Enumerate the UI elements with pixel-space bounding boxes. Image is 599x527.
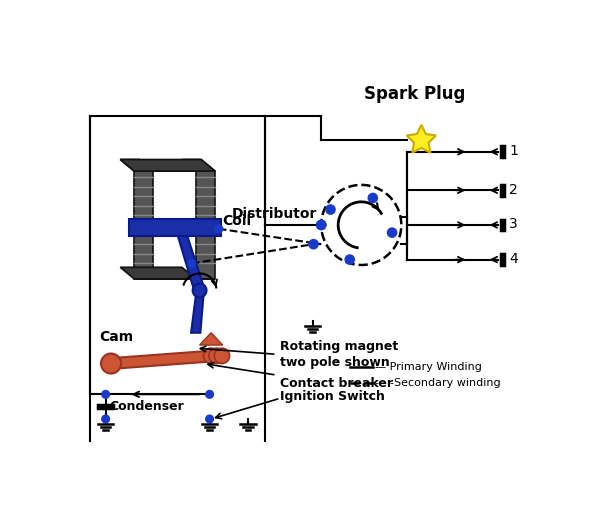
Polygon shape — [407, 125, 436, 153]
Circle shape — [205, 391, 213, 398]
Circle shape — [102, 391, 110, 398]
Polygon shape — [191, 297, 204, 333]
Circle shape — [326, 205, 335, 214]
Polygon shape — [120, 160, 215, 171]
Circle shape — [205, 415, 213, 423]
Circle shape — [102, 415, 110, 423]
Circle shape — [317, 220, 326, 230]
Text: — Primary Winding: — Primary Winding — [375, 363, 482, 373]
Circle shape — [101, 354, 121, 374]
Text: - - -Secondary winding: - - -Secondary winding — [375, 378, 501, 388]
Text: 2: 2 — [509, 182, 518, 197]
Polygon shape — [196, 171, 215, 279]
Text: Spark Plug: Spark Plug — [364, 85, 466, 103]
Text: Condenser: Condenser — [110, 400, 184, 413]
Circle shape — [317, 220, 326, 230]
Polygon shape — [176, 229, 205, 290]
Text: Contact breaker: Contact breaker — [280, 377, 394, 389]
Text: Cam: Cam — [99, 329, 134, 344]
Text: Distributor: Distributor — [232, 207, 317, 221]
Polygon shape — [111, 350, 215, 369]
Polygon shape — [120, 267, 196, 279]
Text: Ignition Switch: Ignition Switch — [280, 391, 385, 404]
Circle shape — [309, 240, 318, 249]
Text: 1: 1 — [509, 144, 518, 158]
Polygon shape — [134, 171, 153, 279]
Text: 3: 3 — [509, 217, 518, 231]
Text: Rotating magnet
two pole shown: Rotating magnet two pole shown — [280, 340, 399, 369]
Text: 4: 4 — [509, 252, 518, 266]
Circle shape — [204, 348, 219, 364]
Text: Coil: Coil — [223, 214, 252, 228]
Circle shape — [209, 348, 224, 364]
Circle shape — [215, 225, 223, 232]
Polygon shape — [120, 160, 153, 171]
Polygon shape — [199, 333, 223, 345]
Circle shape — [188, 260, 196, 267]
Circle shape — [193, 284, 207, 297]
Polygon shape — [129, 219, 221, 237]
Polygon shape — [182, 160, 215, 171]
Circle shape — [388, 228, 397, 237]
Circle shape — [214, 348, 229, 364]
Circle shape — [345, 255, 355, 264]
Circle shape — [368, 193, 377, 202]
